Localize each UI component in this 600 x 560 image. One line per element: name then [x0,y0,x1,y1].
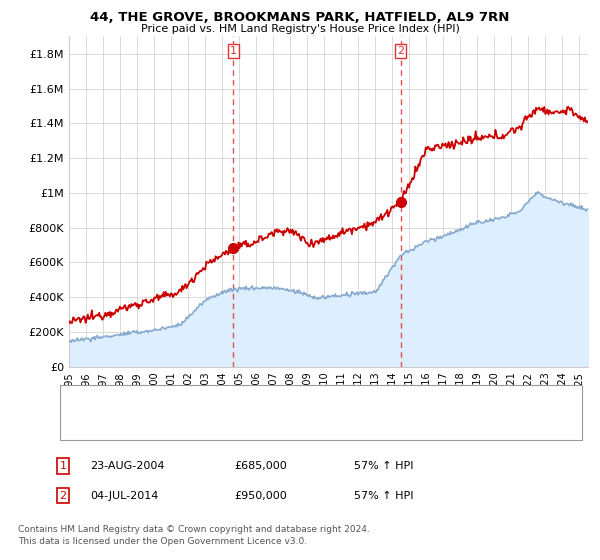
Text: This data is licensed under the Open Government Licence v3.0.: This data is licensed under the Open Gov… [18,537,307,546]
Text: 57% ↑ HPI: 57% ↑ HPI [354,491,413,501]
Text: £950,000: £950,000 [234,491,287,501]
Text: 1: 1 [59,461,67,471]
Text: 57% ↑ HPI: 57% ↑ HPI [354,461,413,471]
Text: HPI: Average price, detached house, Welwyn Hatfield: HPI: Average price, detached house, Welw… [117,419,394,429]
Text: 44, THE GROVE, BROOKMANS PARK, HATFIELD, AL9 7RN: 44, THE GROVE, BROOKMANS PARK, HATFIELD,… [91,11,509,24]
Text: 2: 2 [59,491,67,501]
Text: 44, THE GROVE, BROOKMANS PARK, HATFIELD, AL9 7RN (detached house): 44, THE GROVE, BROOKMANS PARK, HATFIELD,… [117,396,504,406]
Text: Price paid vs. HM Land Registry's House Price Index (HPI): Price paid vs. HM Land Registry's House … [140,24,460,34]
Text: 2: 2 [397,46,404,57]
Text: 1: 1 [230,46,236,57]
Text: £685,000: £685,000 [234,461,287,471]
Text: Contains HM Land Registry data © Crown copyright and database right 2024.: Contains HM Land Registry data © Crown c… [18,525,370,534]
Text: 23-AUG-2004: 23-AUG-2004 [90,461,164,471]
Text: 04-JUL-2014: 04-JUL-2014 [90,491,158,501]
